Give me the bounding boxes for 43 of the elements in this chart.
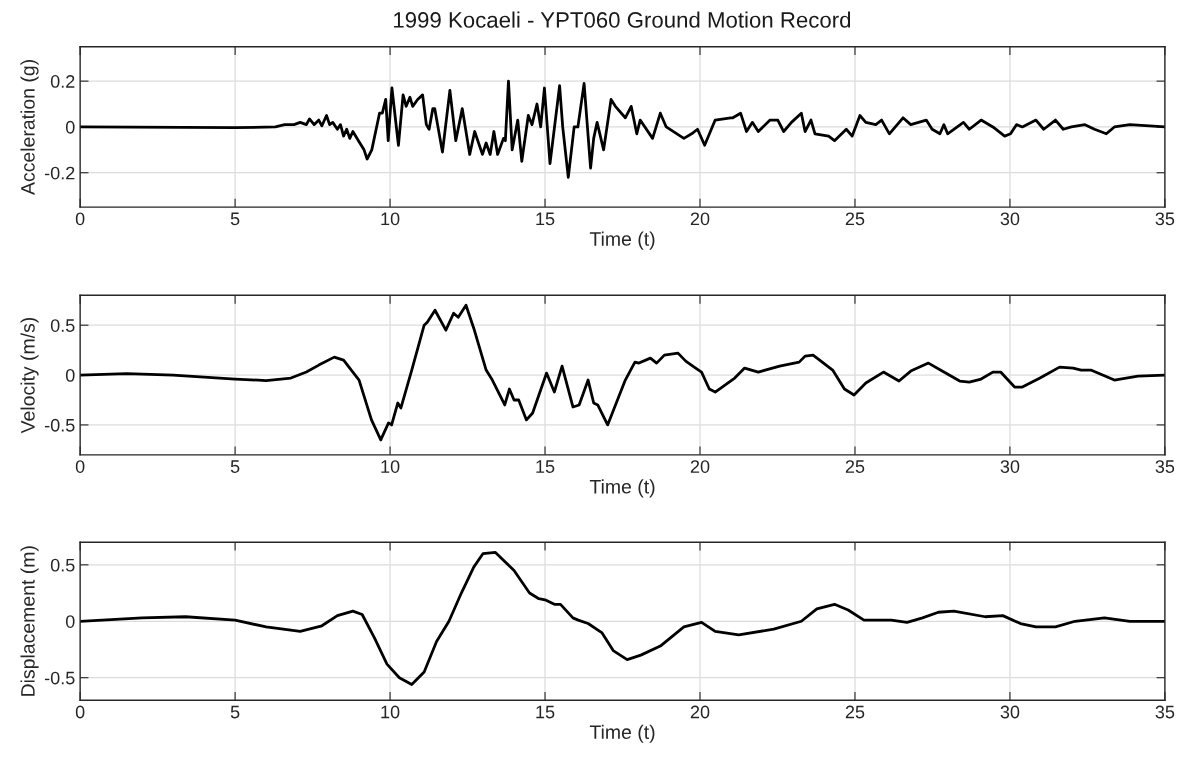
y-tick-label: -0.5: [44, 671, 75, 685]
y-tick-label: -0.5: [44, 418, 75, 432]
x-axis-title: Time (t): [589, 479, 655, 498]
x-tick-label: 30: [1000, 705, 1020, 719]
x-tick-label: 35: [1155, 212, 1175, 226]
line-series: [80, 303, 1165, 442]
x-tick-label: 5: [230, 212, 240, 226]
x-tick-label: 20: [690, 460, 710, 473]
line-series: [80, 79, 1165, 179]
x-axis-title: Time (t): [589, 724, 655, 743]
y-tick-label: 0: [65, 120, 75, 134]
x-tick-label: 0: [75, 705, 85, 719]
chart-title: 1999 Kocaeli - YPT060 Ground Motion Record: [394, 11, 851, 28]
x-tick-label: 15: [536, 705, 555, 719]
x-tick-label: 25: [845, 705, 865, 719]
y-axis-title: Displacement (m): [20, 546, 39, 696]
x-tick-label: 25: [845, 212, 865, 226]
x-tick-label: 20: [690, 212, 710, 226]
x-tick-label: 20: [690, 705, 710, 719]
y-tick-label: 0.5: [50, 319, 75, 332]
x-tick-label: 0: [75, 460, 85, 473]
y-tick-label: 0.2: [50, 75, 75, 88]
line-series: [80, 551, 1165, 686]
x-tick-label: 10: [381, 212, 400, 226]
x-tick-label: 10: [381, 460, 400, 473]
x-tick-label: 25: [845, 460, 865, 473]
x-tick-label: 5: [230, 705, 240, 719]
y-tick-label: 0.5: [50, 558, 75, 572]
x-tick-label: 15: [536, 460, 555, 473]
x-tick-label: 5: [230, 460, 240, 473]
x-tick-label: 15: [536, 212, 555, 226]
x-tick-label: 30: [1000, 212, 1020, 226]
x-tick-label: 35: [1155, 705, 1175, 719]
x-tick-label: 30: [1000, 460, 1020, 473]
y-tick-label: 0: [65, 615, 75, 628]
y-tick-label: 0: [65, 369, 75, 382]
x-tick-label: 0: [75, 212, 85, 226]
y-axis-title: Acceleration (g): [20, 60, 39, 195]
x-tick-label: 35: [1155, 460, 1175, 473]
x-tick-label: 10: [381, 705, 400, 719]
x-axis-title: Time (t): [589, 231, 655, 250]
y-axis-title: Velocity (m/s): [20, 317, 39, 434]
y-tick-label: -0.2: [44, 166, 75, 180]
